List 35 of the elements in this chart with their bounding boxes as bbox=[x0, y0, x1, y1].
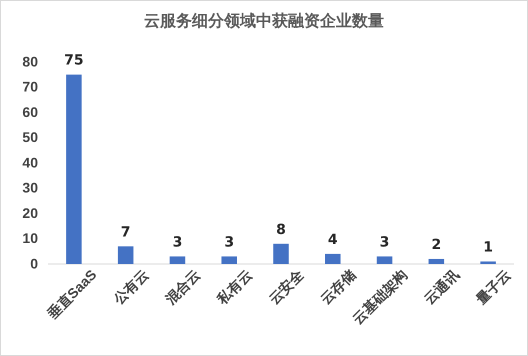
y-tick-label: 60 bbox=[22, 104, 38, 120]
bar bbox=[66, 74, 82, 264]
x-tick-label: 混合云 bbox=[161, 266, 204, 308]
bar bbox=[480, 261, 496, 264]
y-tick-label: 80 bbox=[22, 53, 38, 70]
bar bbox=[170, 256, 186, 264]
y-tick-label: 20 bbox=[22, 204, 38, 221]
data-label: 4 bbox=[328, 232, 338, 248]
y-tick-label: 70 bbox=[22, 78, 38, 95]
data-label: 8 bbox=[276, 222, 286, 238]
x-tick-label: 云存储 bbox=[317, 266, 358, 308]
data-label: 2 bbox=[431, 236, 442, 253]
bar bbox=[273, 244, 289, 264]
y-tick-label: 30 bbox=[22, 180, 38, 196]
y-tick-label: 10 bbox=[22, 230, 38, 246]
bar bbox=[428, 258, 444, 264]
x-tick-label: 云通讯 bbox=[420, 266, 462, 308]
data-label: 3 bbox=[380, 234, 390, 250]
chart-title: 云服务细分领域中获融资企业数量 bbox=[144, 11, 384, 30]
bar bbox=[221, 256, 237, 264]
data-label: 3 bbox=[224, 234, 234, 250]
x-tick-label: 私有云 bbox=[213, 266, 255, 308]
y-tick-label: 40 bbox=[22, 154, 38, 170]
y-tick-label: 0 bbox=[30, 255, 38, 272]
bar bbox=[325, 254, 341, 264]
data-label: 3 bbox=[172, 234, 182, 250]
data-label: 1 bbox=[483, 239, 493, 256]
bar bbox=[118, 246, 134, 264]
data-label: 7 bbox=[120, 224, 131, 240]
x-tick-label: 公有云 bbox=[110, 266, 152, 308]
y-tick-label: 50 bbox=[22, 129, 38, 146]
x-tick-label: 量子云 bbox=[472, 266, 514, 308]
bar bbox=[376, 256, 392, 264]
x-tick-label: 云安全 bbox=[266, 266, 308, 308]
data-label: 75 bbox=[64, 52, 84, 69]
